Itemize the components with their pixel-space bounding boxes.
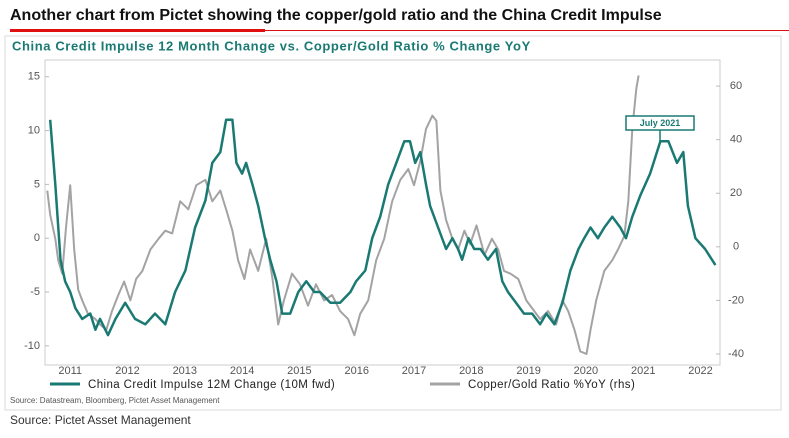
y-tick-label: 0 [34, 232, 40, 244]
x-tick-label: 2013 [173, 365, 197, 377]
y-tick-label: 5 [34, 178, 40, 190]
x-tick-label: 2021 [631, 365, 655, 377]
y2-tick-label: 60 [730, 80, 742, 92]
y2-tick-label: 40 [730, 134, 742, 146]
x-tick-label: 2020 [574, 365, 598, 377]
y2-tick-label: -20 [728, 294, 744, 306]
legend-label: China Credit Impulse 12M Change (10M fwd… [88, 379, 335, 391]
series-line [46, 75, 640, 355]
y2-tick-label: -40 [728, 348, 744, 360]
series-line [48, 118, 717, 337]
footer: Source: Pictet Asset Management [10, 413, 191, 427]
y-tick-label: 15 [28, 71, 40, 83]
x-tick-label: 2014 [230, 365, 254, 377]
chart-title: China Credit Impulse 12 Month Change vs.… [12, 38, 531, 53]
y-tick-label: -5 [30, 286, 40, 298]
annotation-box [625, 115, 695, 131]
x-tick-label: 2019 [516, 365, 540, 377]
chart-source: Source: Datastream, Bloomberg, Pictet As… [10, 396, 220, 405]
y2-tick-label: 0 [733, 241, 739, 253]
x-tick-label: 2017 [402, 365, 426, 377]
chart-frame [4, 35, 782, 411]
headline-underline [10, 29, 265, 32]
x-tick-label: 2016 [344, 365, 368, 377]
x-tick-label: 2022 [688, 365, 712, 377]
y2-tick-label: 20 [730, 187, 742, 199]
y-tick-label: 10 [28, 124, 40, 136]
x-tick-label: 2015 [287, 365, 311, 377]
x-tick-label: 2018 [459, 365, 483, 377]
x-tick-label: 2011 [58, 365, 82, 377]
legend-label: Copper/Gold Ratio %YoY (rhs) [468, 379, 635, 391]
annotation: July 2021 [640, 118, 681, 128]
headline-rule [265, 30, 789, 31]
plot-area [44, 59, 721, 366]
y-tick-label: -10 [24, 340, 40, 352]
x-tick-label: 2012 [115, 365, 139, 377]
headline: Another chart from Pictet showing the co… [10, 7, 662, 24]
